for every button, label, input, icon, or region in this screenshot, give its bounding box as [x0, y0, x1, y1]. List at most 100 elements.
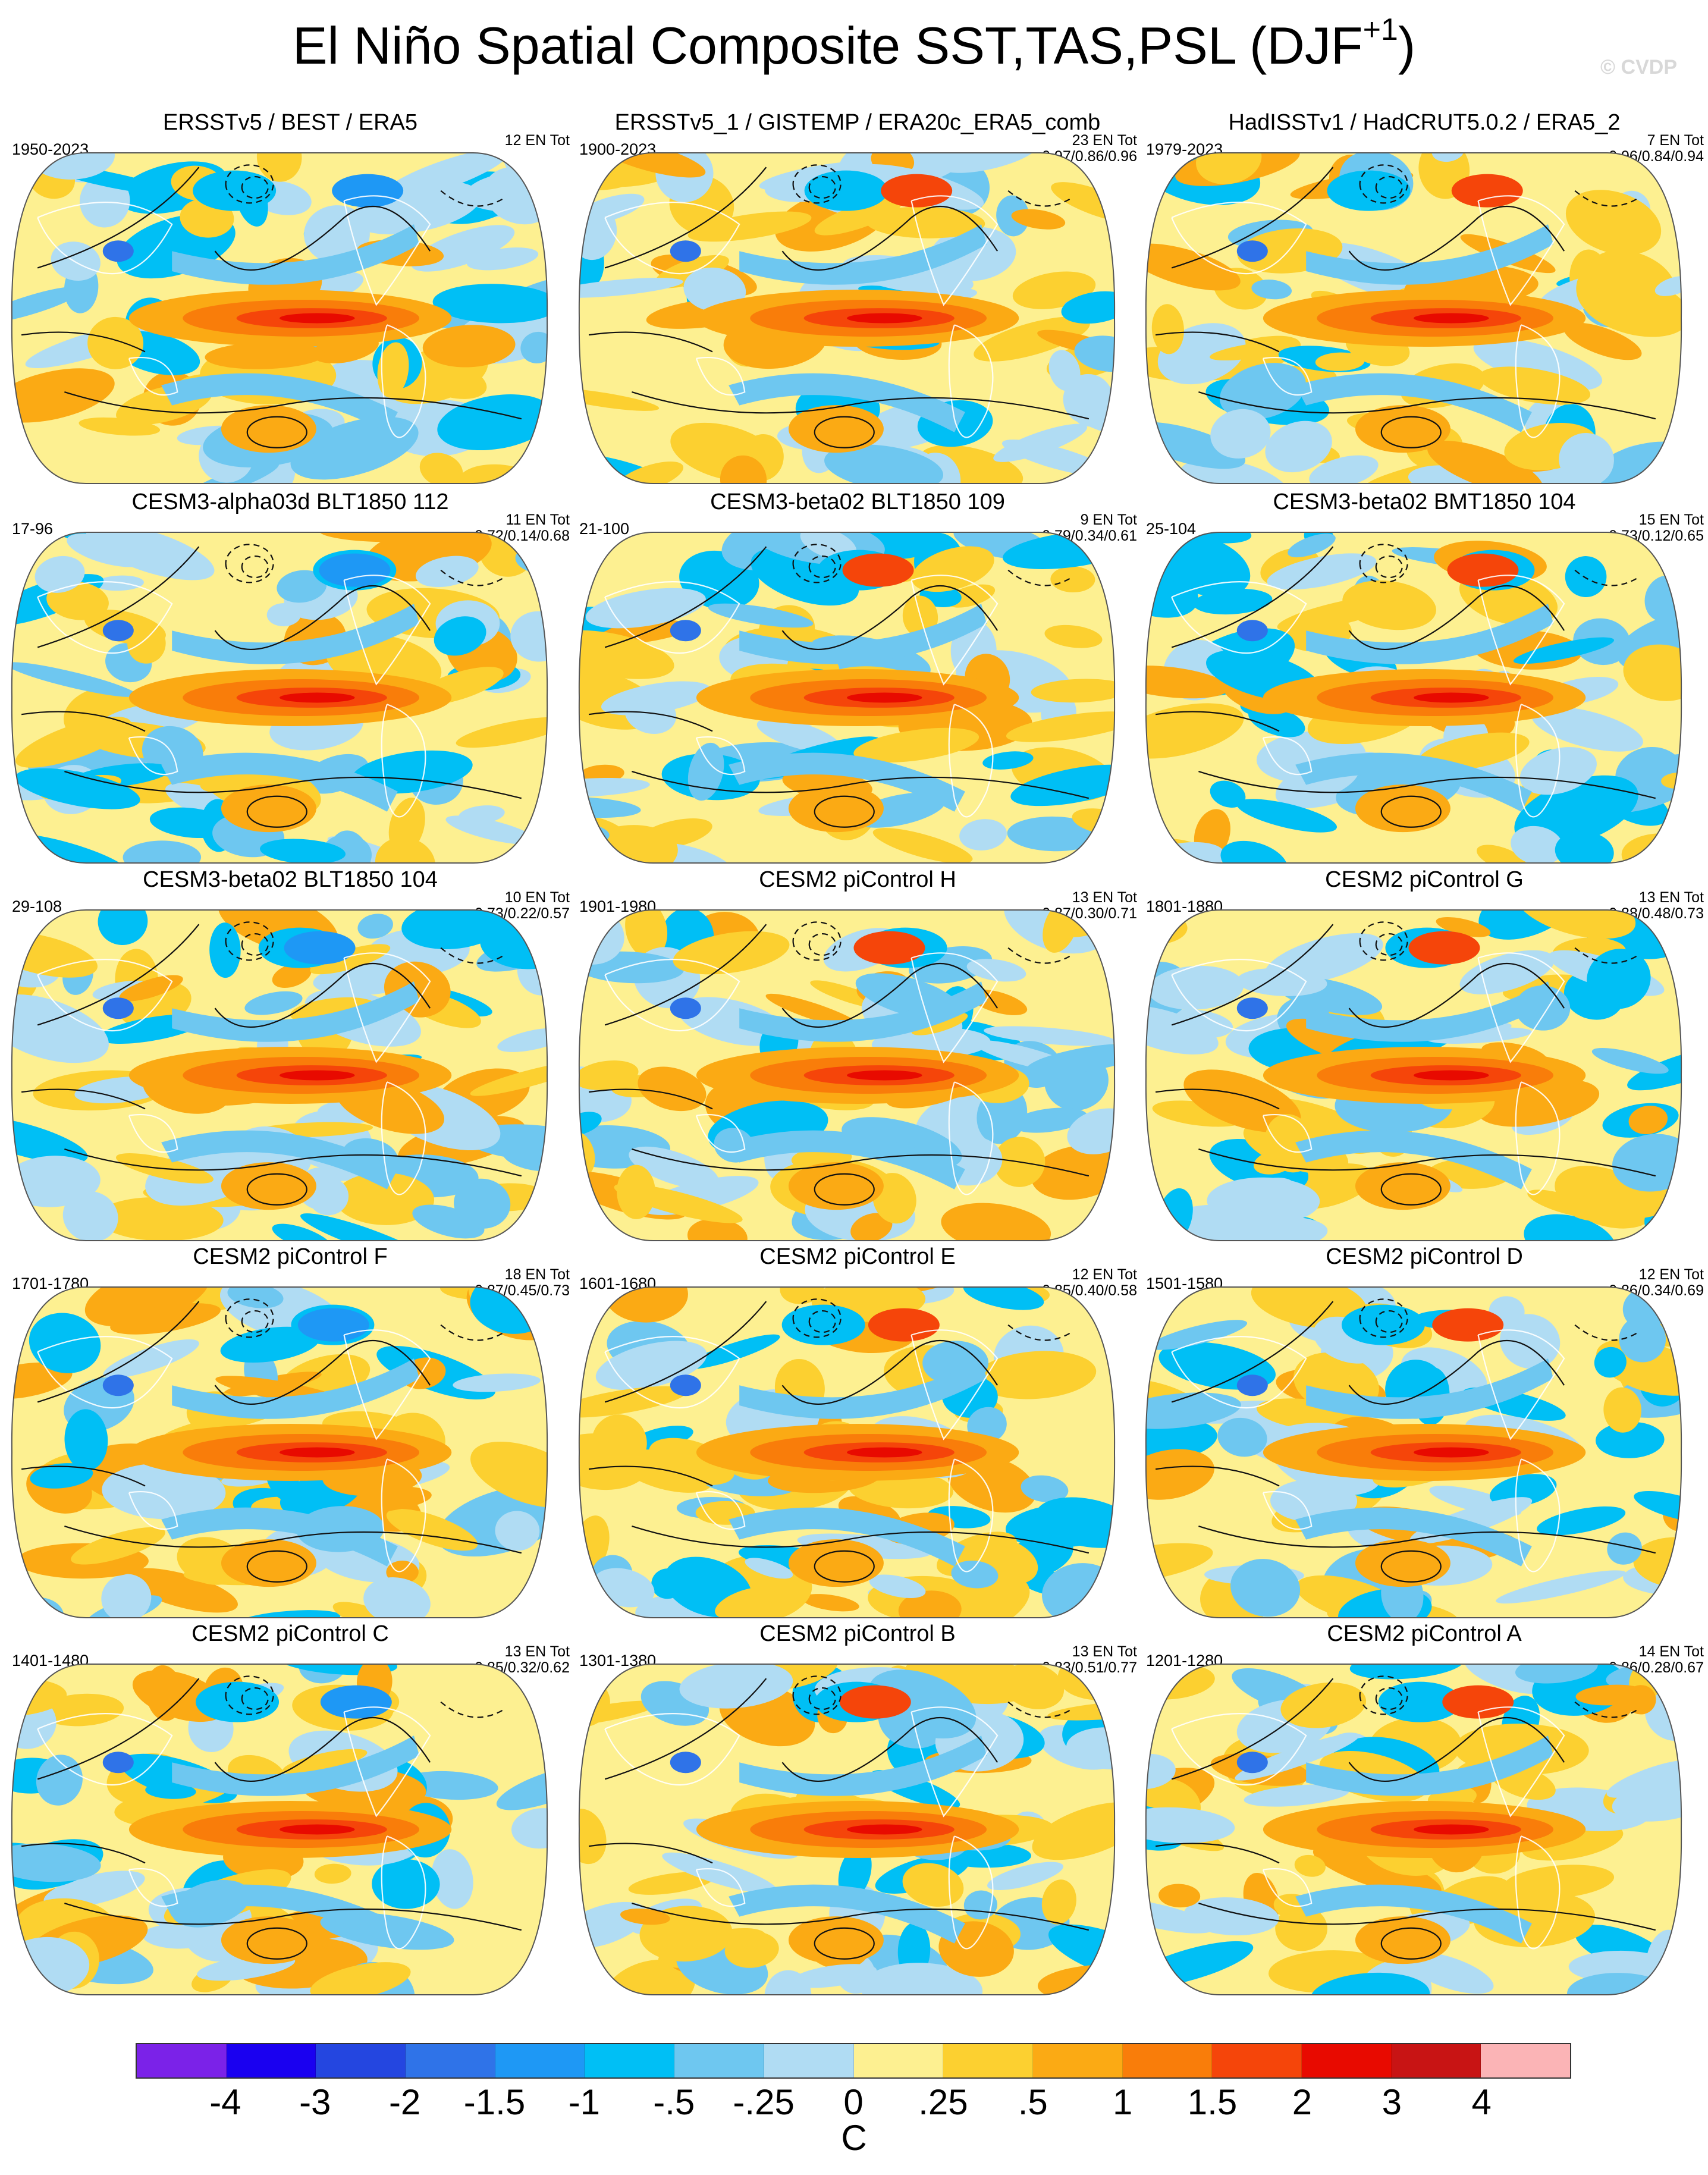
colorbar-swatch	[316, 2044, 406, 2077]
panel-title: ERSSTv5_1 / GISTEMP / ERA20c_ERA5_comb	[614, 110, 1101, 135]
watermark: © CVDP	[1600, 56, 1677, 79]
panel-title: CESM2 piControl H	[759, 867, 956, 892]
colorbar-tick-label: .5	[1018, 2082, 1048, 2122]
colorbar-tick-label: 1.5	[1187, 2082, 1238, 2122]
panel-event-count: 14 EN Tot	[1638, 1643, 1704, 1660]
chart-title-superscript: +1	[1362, 12, 1398, 47]
colorbar-tick-label: -4	[209, 2082, 241, 2122]
colorbar-swatch	[1301, 2044, 1392, 2077]
panel-title: CESM2 piControl D	[1326, 1244, 1523, 1269]
panel-event-count: 13 EN Tot	[504, 1643, 570, 1660]
colorbar-tick-label: 2	[1292, 2082, 1313, 2122]
chart-title-close: )	[1398, 16, 1416, 75]
panel-title: CESM2 piControl A	[1327, 1621, 1522, 1646]
colorbar-swatch	[1122, 2044, 1213, 2077]
sst-anomaly-map	[578, 1286, 1116, 1618]
colorbar-swatch	[406, 2044, 495, 2077]
map-panel: CESM3-beta02 BMT1850 104 25-104 15 EN Tot r…	[1145, 488, 1704, 869]
colorbar-tick-label: 0	[843, 2082, 864, 2122]
sst-anomaly-map	[11, 532, 548, 864]
panel-title: CESM3-beta02 BLT1850 104	[143, 867, 438, 892]
sst-anomaly-map	[1145, 909, 1682, 1241]
map-panel: CESM2 piControl A 1201-1280 14 EN Tot r=0.8…	[1145, 1620, 1704, 2001]
colorbar-swatch	[1391, 2044, 1481, 2077]
panel-title: CESM3-beta02 BLT1850 109	[710, 489, 1005, 514]
colorbar-tick-label: -.5	[653, 2082, 695, 2122]
panel-event-count: 13 EN Tot	[1072, 889, 1137, 906]
panel-event-count: 12 EN Tot	[504, 132, 570, 149]
colorbar-swatch	[1212, 2044, 1302, 2077]
panel-period: 17-96	[12, 520, 54, 538]
colorbar-tick-label: 1	[1112, 2082, 1133, 2122]
colorbar-swatch	[495, 2044, 585, 2077]
map-panel: CESM2 piControl B 1301-1380 13 EN Tot r=0.8…	[578, 1620, 1137, 2001]
panel-event-count: 11 EN Tot	[506, 511, 570, 528]
colorbar-swatch	[226, 2044, 316, 2077]
chart-title: El Niño Spatial Composite SST,TAS,PSL (D…	[0, 12, 1708, 86]
panel-event-count: 23 EN Tot	[1072, 132, 1137, 149]
sst-anomaly-map	[578, 1664, 1116, 1995]
panel-period: 21-100	[579, 520, 630, 538]
panel-event-count: 18 EN Tot	[504, 1266, 570, 1283]
map-panel: CESM2 piControl H 1901-1980 13 EN Tot r=0.8…	[578, 866, 1137, 1247]
panel-period: 25-104	[1146, 520, 1197, 538]
colorbar-swatch	[585, 2044, 675, 2077]
colorbar-swatch	[943, 2044, 1033, 2077]
panel-event-count: 9 EN Tot	[1080, 511, 1137, 528]
colorbar-tick-label: -1	[568, 2082, 601, 2122]
colorbar-unit: C	[841, 2118, 867, 2158]
panel-event-count: 13 EN Tot	[1072, 1643, 1137, 1660]
colorbar-swatch	[764, 2044, 854, 2077]
map-panel: CESM2 piControl F 1701-1780 18 EN Tot r=0.8…	[11, 1243, 570, 1624]
colorbar-tick-label: -2	[388, 2082, 421, 2122]
panel-event-count: 10 EN Tot	[504, 889, 570, 906]
sst-anomaly-map	[578, 909, 1116, 1241]
colorbar-swatch	[853, 2044, 944, 2077]
colorbar-swatch	[1481, 2044, 1570, 2077]
sst-anomaly-map	[1145, 152, 1682, 484]
map-panel: CESM3-beta02 BLT1850 104 29-108 10 EN Tot r…	[11, 866, 570, 1247]
colorbar-swatch	[1032, 2044, 1123, 2077]
colorbar-tick-label: -1.5	[463, 2082, 526, 2122]
panel-title: CESM3-alpha03d BLT1850 112	[131, 489, 449, 514]
colorbar-tick-label: 4	[1471, 2082, 1492, 2122]
colorbar-tick-label: -.25	[733, 2082, 795, 2122]
panel-event-count: 12 EN Tot	[1638, 1266, 1704, 1283]
sst-anomaly-map	[1145, 1286, 1682, 1618]
panel-title: CESM3-beta02 BMT1850 104	[1273, 489, 1576, 514]
panel-period: 29-108	[12, 897, 62, 915]
sst-anomaly-map	[11, 1664, 548, 1995]
panel-event-count: 15 EN Tot	[1638, 511, 1704, 528]
sst-anomaly-map	[1145, 532, 1682, 864]
map-panel: CESM2 piControl D 1501-1580 12 EN Tot r=0.8…	[1145, 1243, 1704, 1624]
colorbar	[136, 2043, 1571, 2079]
sst-anomaly-map	[1145, 1664, 1682, 1995]
colorbar-labels: -4 -3 -2 -1.5 -1 -.5 -.25 0 .25 .5 1 1.5 2 3 4	[0, 2082, 1708, 2123]
panel-event-count: 7 EN Tot	[1647, 132, 1704, 149]
panel-title: CESM2 piControl B	[759, 1621, 956, 1646]
sst-anomaly-map	[11, 909, 548, 1241]
map-panel: HadISSTv1 / HadCRUT5.0.2 / ERA5_2 1979-20…	[1145, 109, 1704, 489]
panel-title: CESM2 piControl C	[191, 1621, 389, 1646]
map-panel: ERSSTv5 / BEST / ERA5 1950-2023 12 EN Tot	[11, 109, 570, 489]
map-panel: CESM2 piControl G 1801-1880 13 EN Tot r=0.8…	[1145, 866, 1704, 1247]
panel-title: HadISSTv1 / HadCRUT5.0.2 / ERA5_2	[1228, 110, 1621, 135]
colorbar-swatch	[674, 2044, 764, 2077]
sst-anomaly-map	[11, 1286, 548, 1618]
panel-title: ERSSTv5 / BEST / ERA5	[162, 110, 417, 135]
sst-anomaly-map	[11, 152, 548, 484]
map-panel: CESM3-alpha03d BLT1850 112 17-96 11 EN Tot…	[11, 488, 570, 869]
map-panel: CESM3-beta02 BLT1850 109 21-100 9 EN Tot r=…	[578, 488, 1137, 869]
map-panel: ERSSTv5_1 / GISTEMP / ERA20c_ERA5_comb 19…	[578, 109, 1137, 489]
sst-anomaly-map	[578, 152, 1116, 484]
colorbar-swatch	[137, 2044, 227, 2077]
colorbar-tick-label: .25	[918, 2082, 968, 2122]
colorbar-tick-label: 3	[1382, 2082, 1402, 2122]
map-panel: CESM2 piControl C 1401-1480 13 EN Tot r=0.8…	[11, 1620, 570, 2001]
panel-event-count: 13 EN Tot	[1638, 889, 1704, 906]
map-panel: CESM2 piControl E 1601-1680 12 EN Tot r=0.8…	[578, 1243, 1137, 1624]
chart-title-main: El Niño Spatial Composite SST,TAS,PSL (D…	[292, 16, 1363, 75]
panel-title: CESM2 piControl F	[193, 1244, 388, 1269]
sst-anomaly-map	[578, 532, 1116, 864]
panel-title: CESM2 piControl G	[1325, 867, 1524, 892]
